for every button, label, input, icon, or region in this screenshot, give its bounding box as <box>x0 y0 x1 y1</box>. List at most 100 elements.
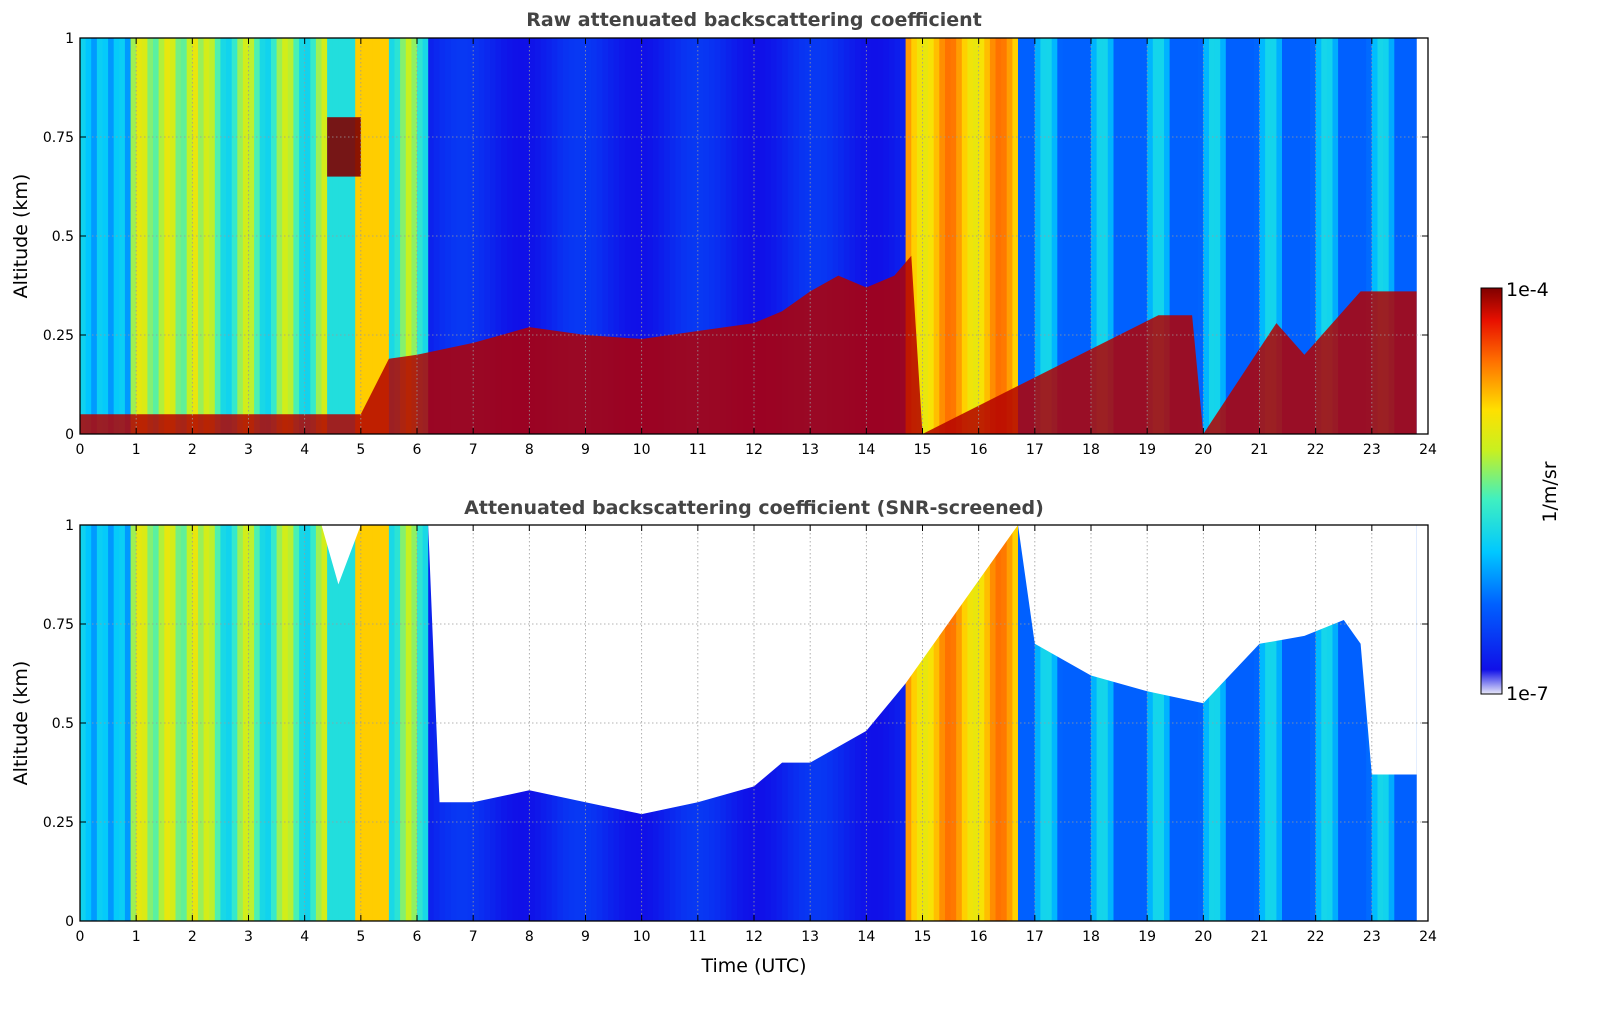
heatmap-band <box>1231 525 1238 921</box>
y-axis: 0 0.25 0.5 0.75 1 <box>43 31 1428 443</box>
y-tick-label: 0.5 <box>52 229 74 245</box>
heatmap-band <box>888 38 895 434</box>
x-tick-label: 18 <box>1082 442 1100 458</box>
y-tick-label: 0.5 <box>52 716 74 732</box>
heatmap-band <box>647 38 654 434</box>
heatmap-band <box>1214 38 1221 434</box>
heatmap-band <box>506 38 514 434</box>
aerosol-layer <box>80 255 1417 434</box>
y-axis-label: Altitude (km) <box>10 174 32 299</box>
heatmap-band <box>147 525 154 921</box>
panel-title: Raw attenuated backscattering coefficien… <box>526 9 982 31</box>
heatmap-band <box>563 38 570 434</box>
heatmap-band <box>939 525 946 921</box>
heatmap-band <box>1287 525 1294 921</box>
heatmap-band <box>394 525 401 921</box>
screened-mask <box>80 525 1417 815</box>
heatmap-band <box>523 38 530 434</box>
heatmap-band <box>579 38 587 434</box>
y-tick-label: 0.75 <box>43 130 74 146</box>
heatmap-band <box>911 525 918 921</box>
heatmap-band <box>372 525 379 921</box>
heatmap-band <box>978 525 985 921</box>
heatmap-band <box>411 525 418 921</box>
heatmap-band <box>1079 525 1086 921</box>
x-tick-label: 10 <box>633 929 651 945</box>
heatmap-band <box>108 525 115 921</box>
heatmap-band <box>1186 525 1193 921</box>
heatmap-band <box>214 38 221 434</box>
x-tick-label: 15 <box>914 442 932 458</box>
heatmap-band <box>1399 38 1407 434</box>
x-tick-label: 16 <box>970 929 988 945</box>
heatmap-band <box>242 38 250 434</box>
heatmap-band <box>1062 38 1070 434</box>
x-tick-label: 7 <box>469 442 478 458</box>
heatmap-band <box>900 525 907 921</box>
heatmap-band <box>1147 38 1154 434</box>
heatmap-band <box>439 38 446 434</box>
heatmap-band <box>871 525 879 921</box>
heatmap-band <box>1214 525 1221 921</box>
heatmap-band <box>1164 38 1171 434</box>
heatmap-band <box>900 38 907 434</box>
heatmap-band <box>344 38 351 434</box>
heatmap-band <box>355 38 362 434</box>
heatmap-band <box>1079 38 1086 434</box>
heatmap-band <box>1388 38 1395 434</box>
heatmap-band <box>692 38 699 434</box>
x-tick-label: 6 <box>413 442 422 458</box>
heatmap-band <box>372 38 379 434</box>
heatmap-band <box>922 525 929 921</box>
x-tick-label: 21 <box>1251 929 1269 945</box>
heatmap-band <box>400 525 407 921</box>
heatmap-band <box>287 525 294 921</box>
heatmap-band <box>1242 38 1249 434</box>
heatmap-band <box>950 525 957 921</box>
heatmap-band <box>619 38 626 434</box>
heatmap-band <box>1315 525 1322 921</box>
heatmap-band <box>1326 38 1334 434</box>
heatmap-band <box>984 38 991 434</box>
heatmap-band <box>1248 525 1255 921</box>
heatmap-band <box>731 38 738 434</box>
heatmap-band <box>400 38 407 434</box>
heatmap-band <box>770 38 777 434</box>
heatmap-band <box>1135 38 1143 434</box>
y-tick-label: 1 <box>65 31 74 47</box>
heatmap-band <box>91 525 98 921</box>
x-tick-label: 2 <box>188 929 197 945</box>
panel-screened: Attenuated backscattering coefficient (S… <box>10 497 1437 977</box>
x-tick-label: 13 <box>801 442 819 458</box>
heatmap-band <box>315 525 323 921</box>
heatmap-band <box>360 38 367 434</box>
heatmap-band <box>276 38 283 434</box>
heatmap-band <box>686 38 693 434</box>
panel-title: Attenuated backscattering coefficient (S… <box>464 497 1044 519</box>
heatmap-band <box>315 38 323 434</box>
heatmap-band <box>1371 38 1378 434</box>
x-tick-label: 21 <box>1251 442 1269 458</box>
heatmap-band <box>1034 38 1041 434</box>
heatmap-band <box>922 38 929 434</box>
heatmap-band <box>175 525 182 921</box>
heatmap-band <box>1068 38 1075 434</box>
heatmap-band <box>596 38 603 434</box>
x-tick-label: 4 <box>300 929 309 945</box>
heatmap-band <box>422 525 429 921</box>
heatmap-band <box>231 525 238 921</box>
heatmap-band <box>1355 38 1362 434</box>
heatmap-band <box>299 38 306 434</box>
heatmap-band <box>158 525 165 921</box>
heatmap-band <box>1147 525 1154 921</box>
heatmap-band <box>911 38 918 434</box>
heatmap-band <box>192 525 199 921</box>
heatmap-band <box>1192 38 1199 434</box>
x-tick-label: 16 <box>970 442 988 458</box>
heatmap-band <box>1192 525 1199 921</box>
heatmap-band <box>484 38 491 434</box>
colorbar-unit-label: 1/m/sr <box>1539 461 1561 522</box>
x-tick-label: 4 <box>300 442 309 458</box>
heatmap-band <box>259 525 266 921</box>
